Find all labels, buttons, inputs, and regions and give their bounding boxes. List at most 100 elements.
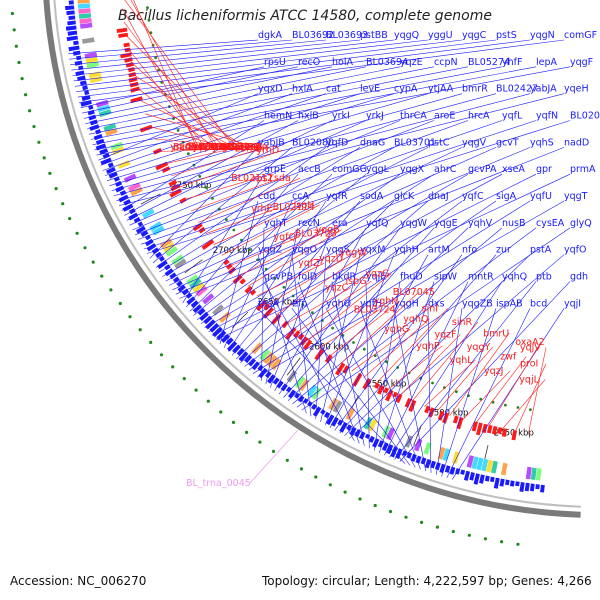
label-line — [266, 258, 346, 306]
gene-label: yqgY — [467, 342, 491, 353]
gene-label: pstS — [496, 30, 517, 41]
tick-dot — [14, 44, 18, 48]
label-line — [119, 93, 565, 206]
forward-gene — [99, 148, 109, 155]
reverse-gene — [244, 285, 253, 294]
gene-label: BL03701 — [394, 137, 436, 148]
tick-dot — [443, 386, 446, 389]
label-line — [329, 300, 400, 357]
tick-dot — [328, 483, 332, 487]
forward-gene — [76, 55, 82, 61]
forward-gene — [285, 386, 292, 393]
gene-label: yqgF — [570, 57, 593, 68]
label-line — [155, 147, 327, 268]
reverse-gene — [201, 239, 215, 250]
forward-gene — [479, 474, 485, 484]
label-line — [179, 147, 565, 299]
reverse-gene — [395, 393, 403, 404]
gene-label: yqfZ — [298, 258, 320, 269]
scale-label: 2700 kbp — [213, 246, 253, 256]
label-line — [165, 146, 240, 164]
forward-gene — [93, 133, 103, 141]
gene-label: BL07045 — [393, 287, 435, 298]
forward-gene — [439, 463, 446, 474]
label-line — [133, 0, 197, 148]
label-line — [172, 147, 497, 291]
tick-dot — [451, 529, 455, 534]
reverse-gene — [192, 222, 203, 232]
scale-tick — [232, 311, 249, 328]
label-line — [375, 308, 448, 385]
label-line — [325, 308, 416, 468]
gene-label: BL00474 — [173, 142, 215, 153]
gene-feature — [345, 407, 356, 421]
gene-feature — [77, 3, 91, 9]
label-line — [291, 308, 411, 466]
gene-label: yqhQ — [502, 272, 527, 283]
forward-gene — [65, 25, 77, 31]
label-line — [441, 308, 497, 477]
gene-feature — [112, 146, 125, 155]
gene-label: BL02080 — [292, 137, 334, 148]
forward-gene — [294, 392, 301, 399]
gene-label: yqgS — [326, 245, 350, 256]
label-line — [134, 120, 435, 236]
forward-gene — [176, 280, 183, 287]
tick-dot — [68, 217, 72, 221]
gene-label: ccpN — [434, 57, 458, 68]
label-line — [104, 93, 361, 176]
tick-dot — [146, 6, 149, 9]
reverse-gene — [116, 27, 128, 33]
forward-gene — [177, 284, 186, 293]
label-line — [122, 8, 200, 148]
scale-label: 2550 kbp — [366, 380, 406, 390]
forward-gene — [473, 473, 480, 485]
label-line — [359, 308, 421, 470]
forward-gene — [258, 367, 268, 379]
gene-label: yqhG — [384, 324, 409, 335]
label-line — [384, 281, 469, 456]
gene-label: tasA — [258, 298, 279, 309]
gene-label: glyQ — [570, 218, 592, 229]
reverse-gene — [404, 397, 412, 408]
label-line — [324, 254, 395, 426]
label-line — [394, 281, 537, 460]
tick-dot — [206, 399, 210, 403]
gene-label: sipW — [434, 272, 458, 283]
gene-label: BL02042 — [570, 111, 600, 122]
label-line — [334, 254, 463, 431]
label-line — [436, 308, 463, 475]
forward-gene — [331, 416, 339, 427]
gene-feature — [442, 448, 451, 462]
label-line — [175, 147, 531, 295]
reverse-gene — [284, 327, 297, 340]
gene-label: accB — [298, 164, 321, 175]
label-line — [320, 254, 361, 423]
label-line — [121, 120, 265, 211]
gene-label: bcd — [530, 298, 547, 309]
gene-feature — [149, 221, 163, 232]
label-line — [365, 281, 370, 449]
gene-feature — [452, 451, 460, 464]
reverse-gene — [125, 62, 134, 68]
label-line — [274, 227, 367, 392]
forward-gene — [311, 403, 318, 410]
forward-gene — [420, 457, 427, 465]
label-line — [269, 227, 333, 388]
tick-dot — [435, 525, 439, 529]
gene-label: yqzG — [365, 269, 389, 280]
label-line — [475, 356, 527, 424]
reverse-gene — [437, 410, 445, 421]
gene-label: yqhV — [468, 218, 493, 229]
gene-feature — [307, 384, 318, 397]
label-line — [154, 138, 247, 148]
gene-label: ahrC — [434, 164, 457, 175]
forward-gene — [297, 395, 305, 403]
tick-dot — [500, 540, 504, 544]
gene-feature — [294, 376, 306, 389]
tick-dot — [186, 152, 190, 156]
label-line — [68, 39, 259, 55]
gene-label: yqhL — [450, 355, 474, 366]
tick-dot — [420, 520, 424, 525]
scale-label: 2600 kbp — [309, 342, 349, 352]
